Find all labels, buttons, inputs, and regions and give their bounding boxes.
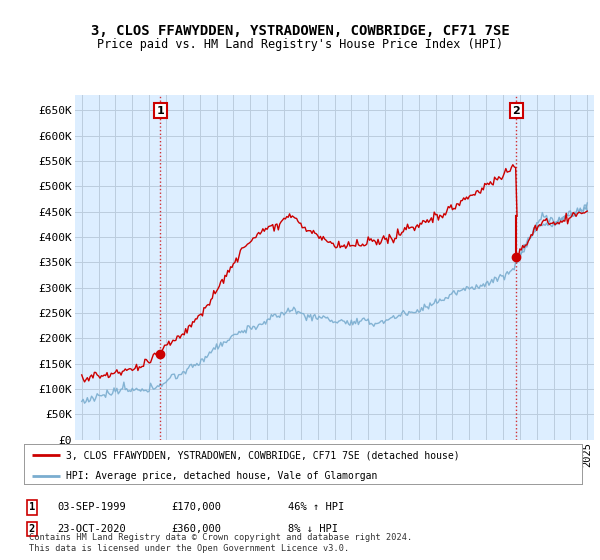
Text: 23-OCT-2020: 23-OCT-2020 — [57, 524, 126, 534]
Text: 1: 1 — [29, 502, 35, 512]
Text: 3, CLOS FFAWYDDEN, YSTRADOWEN, COWBRIDGE, CF71 7SE (detached house): 3, CLOS FFAWYDDEN, YSTRADOWEN, COWBRIDGE… — [66, 450, 460, 460]
Text: 46% ↑ HPI: 46% ↑ HPI — [288, 502, 344, 512]
Text: 3, CLOS FFAWYDDEN, YSTRADOWEN, COWBRIDGE, CF71 7SE: 3, CLOS FFAWYDDEN, YSTRADOWEN, COWBRIDGE… — [91, 24, 509, 38]
Text: 1: 1 — [157, 106, 164, 116]
Text: £170,000: £170,000 — [171, 502, 221, 512]
Text: Contains HM Land Registry data © Crown copyright and database right 2024.
This d: Contains HM Land Registry data © Crown c… — [29, 533, 412, 553]
Text: 03-SEP-1999: 03-SEP-1999 — [57, 502, 126, 512]
Text: £360,000: £360,000 — [171, 524, 221, 534]
Text: 2: 2 — [29, 524, 35, 534]
Text: 2: 2 — [512, 106, 520, 116]
Text: Price paid vs. HM Land Registry's House Price Index (HPI): Price paid vs. HM Land Registry's House … — [97, 38, 503, 51]
Text: 8% ↓ HPI: 8% ↓ HPI — [288, 524, 338, 534]
Text: HPI: Average price, detached house, Vale of Glamorgan: HPI: Average price, detached house, Vale… — [66, 470, 377, 480]
